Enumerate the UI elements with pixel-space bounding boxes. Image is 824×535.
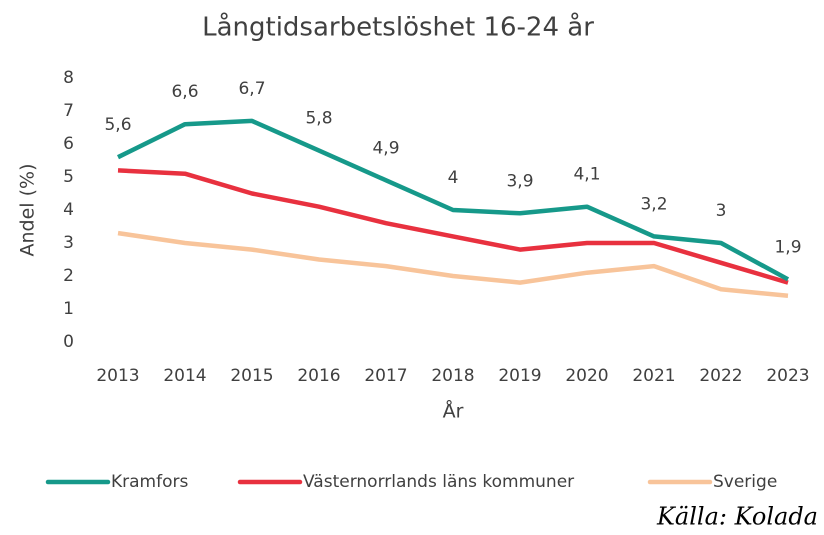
x-tick-label: 2016 — [297, 366, 340, 386]
data-label: 4,9 — [372, 138, 399, 158]
x-tick-label: 2018 — [431, 366, 474, 386]
x-tick-label: 2019 — [498, 366, 541, 386]
chart-title: Långtidsarbetslöshet 16-24 år — [202, 12, 594, 43]
data-label: 3 — [716, 201, 727, 221]
data-label: 5,8 — [305, 109, 332, 129]
y-tick-label: 2 — [63, 266, 74, 286]
data-label: 4 — [448, 168, 459, 188]
y-axis-label: Andel (%) — [17, 164, 39, 257]
data-label: 4,1 — [573, 165, 600, 185]
data-label: 6,7 — [238, 79, 265, 99]
x-tick-label: 2023 — [766, 366, 809, 386]
series-line — [117, 230, 789, 299]
legend-label: Västernorrlands läns kommuner — [303, 472, 574, 492]
x-tick-label: 2015 — [230, 366, 273, 386]
y-tick-label: 3 — [63, 233, 74, 253]
data-label: 1,9 — [774, 237, 801, 257]
x-tick-label: 2021 — [632, 366, 675, 386]
x-tick-label: 2013 — [96, 366, 139, 386]
source: Källa: Kolada — [656, 503, 818, 531]
data-label: 3,2 — [640, 194, 667, 214]
y-tick-label: 8 — [63, 68, 74, 88]
x-tick-label: 2020 — [565, 366, 608, 386]
x-tick-label: 2017 — [364, 366, 407, 386]
y-tick-label: 5 — [63, 167, 74, 187]
y-tick-label: 4 — [63, 200, 74, 220]
data-label: 6,6 — [171, 82, 198, 102]
y-tick-label: 6 — [63, 134, 74, 154]
series-line — [117, 168, 789, 285]
x-tick-label: 2014 — [163, 366, 206, 386]
y-tick-label: 0 — [63, 332, 74, 352]
legend-label: Kramfors — [111, 472, 188, 492]
data-label: 5,6 — [104, 115, 131, 135]
x-axis-label: År — [443, 400, 464, 423]
legend-label: Sverige — [713, 472, 777, 492]
data-label: 3,9 — [506, 171, 533, 191]
x-tick-label: 2022 — [699, 366, 742, 386]
y-tick-label: 7 — [63, 101, 74, 121]
series-line — [117, 118, 790, 282]
y-tick-label: 1 — [63, 299, 74, 319]
